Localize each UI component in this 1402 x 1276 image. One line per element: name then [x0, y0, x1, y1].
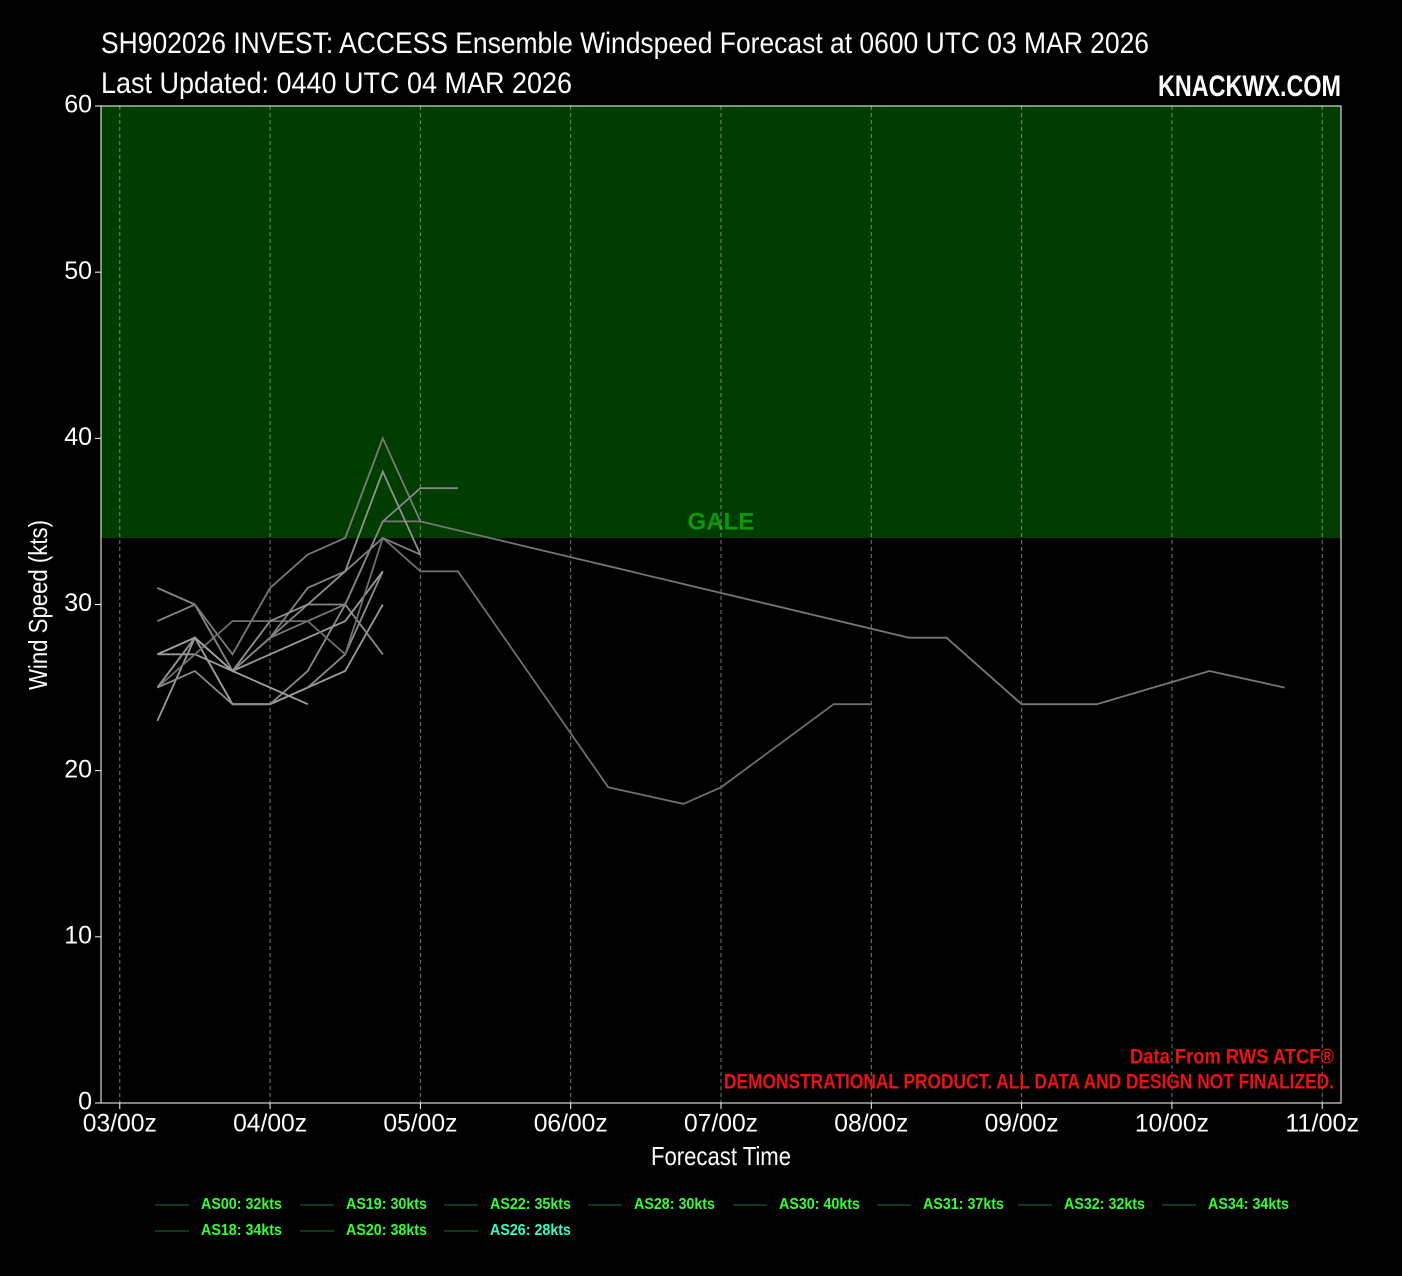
legend-label: AS26: 28kts [490, 1222, 571, 1239]
y-tick-label: 20 [64, 755, 92, 783]
y-tick-label: 60 [64, 91, 92, 119]
legend-label: AS28: 30kts [634, 1196, 715, 1213]
x-tick-label: 09/00z [985, 1110, 1059, 1138]
y-tick-label: 50 [64, 257, 92, 285]
legend-label: AS34: 34kts [1208, 1196, 1289, 1213]
x-tick-label: 04/00z [233, 1110, 307, 1138]
legend-label: AS32: 32kts [1064, 1196, 1145, 1213]
brand: KNACKWX.COM [1158, 70, 1341, 103]
legend-label: AS31: 37kts [923, 1196, 1004, 1213]
x-tick-label: 11/00z [1285, 1110, 1359, 1138]
y-tick-label: 40 [64, 423, 92, 451]
y-axis-label: Wind Speed (kts) [23, 520, 53, 690]
series-line [156, 536, 872, 805]
x-tick-label: 10/00z [1135, 1110, 1209, 1138]
chart-title: SH902026 INVEST: ACCESS Ensemble Windspe… [101, 27, 1149, 60]
series-line [157, 435, 422, 656]
legend-label: AS18: 34kts [201, 1222, 282, 1239]
disclaimer: DEMONSTRATIONAL PRODUCT. ALL DATA AND DE… [724, 1071, 1334, 1094]
legend-label: AS30: 40kts [779, 1196, 860, 1213]
source-note: Data From RWS ATCF® [1130, 1046, 1334, 1069]
legend-label: AS00: 32kts [201, 1196, 282, 1213]
x-tick-label: 05/00z [383, 1110, 457, 1138]
x-tick-label: 07/00z [684, 1110, 758, 1138]
y-tick-label: 0 [78, 1088, 92, 1116]
legend-label: AS22: 35kts [490, 1196, 571, 1213]
chart-subtitle: Last Updated: 0440 UTC 04 MAR 2026 [101, 67, 572, 100]
legend-label: AS20: 38kts [346, 1222, 427, 1239]
series-line [157, 636, 309, 706]
legend-label: AS19: 30kts [346, 1196, 427, 1213]
x-tick-label: 03/00z [83, 1110, 157, 1138]
x-tick-label: 08/00z [834, 1110, 908, 1138]
x-axis-label: Forecast Time [651, 1141, 791, 1171]
y-tick-label: 30 [64, 589, 92, 617]
y-tick-label: 10 [64, 921, 92, 949]
x-tick-label: 06/00z [534, 1110, 608, 1138]
plot-frame [100, 105, 1342, 1104]
